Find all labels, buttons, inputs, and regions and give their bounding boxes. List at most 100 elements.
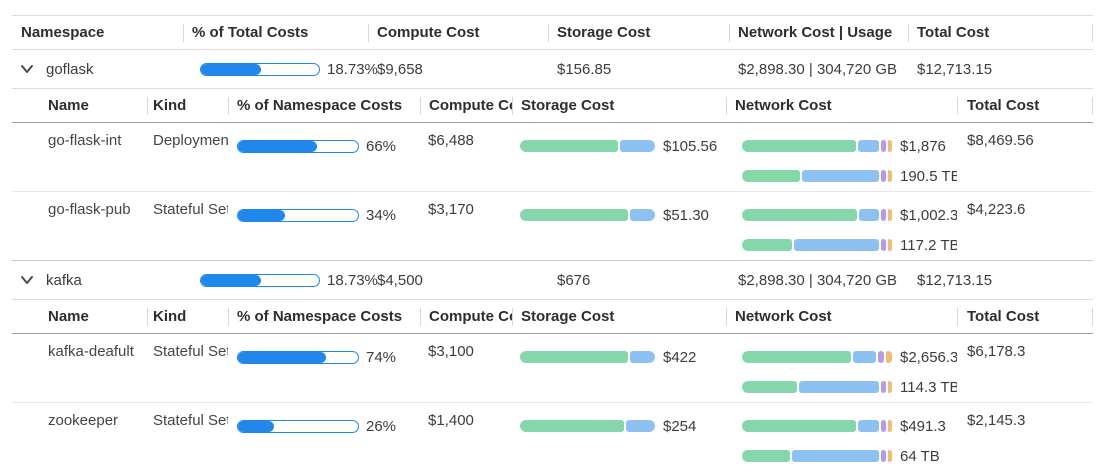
network-cost-bar	[742, 140, 892, 152]
storage-cost-segment	[520, 420, 624, 432]
workload-header-total: Total Cost	[957, 89, 1093, 122]
storage-cost-segment	[629, 209, 655, 221]
network-usage-line: 64 TB	[742, 441, 957, 471]
workload-compute-cost: $3,100	[428, 343, 474, 360]
network-usage-segment	[791, 450, 880, 462]
storage-cost-bar	[520, 140, 655, 152]
percent-progress-bar	[237, 419, 359, 433]
network-cost-segment	[886, 351, 893, 363]
workload-header-total-label: Total Cost	[967, 97, 1040, 114]
namespace-row[interactable]: kafka 18.73% $4,500 $676 $2,898.30 | 304,720…	[12, 261, 1093, 300]
column-divider	[1092, 23, 1093, 42]
storage-cost-segment	[520, 351, 628, 363]
network-usage-segment	[742, 239, 793, 251]
namespace-total-cost: $12,713.15	[917, 60, 993, 78]
namespace-row[interactable]: goflask 18.73% $9,658 $156.85 $2,898.30 | 30…	[12, 50, 1093, 89]
workload-header-kind-label: Kind	[153, 308, 187, 325]
percent-bar-group: 26%	[237, 418, 396, 435]
network-usage-segment	[881, 381, 886, 393]
workload-table-header: Name Kind % of Namespace Costs Compute Cost…	[12, 89, 1093, 123]
namespace-name: goflask	[46, 60, 94, 78]
workload-storage-cell: $254	[512, 403, 726, 471]
workload-storage-cell: $105.56	[512, 123, 726, 191]
storage-cost-line: $254	[520, 412, 726, 440]
percent-bar-group: 74%	[237, 349, 396, 366]
namespace-storage-cost: $156.85	[557, 60, 612, 78]
storage-cost-segment	[620, 140, 655, 152]
storage-cost-value: $105.56	[663, 137, 718, 155]
workload-pct-cell: 66%	[228, 123, 420, 191]
namespace-pct-cell: 18.73%	[183, 272, 378, 289]
storage-cost-value: $254	[663, 417, 697, 435]
workload-header-name: Name	[12, 89, 147, 122]
workload-header-compute: Compute Cost	[420, 89, 512, 122]
percent-bar-group: 66%	[237, 138, 396, 155]
cost-allocation-table: Namespace % of Total Costs Compute Cost …	[12, 15, 1093, 471]
workload-pct-line: 74%	[237, 343, 420, 371]
storage-cost-segment	[520, 209, 628, 221]
network-cost-segment	[881, 209, 886, 221]
chevron-down-icon[interactable]	[20, 275, 34, 285]
column-divider	[908, 23, 909, 42]
workload-kind: Stateful Set	[153, 412, 228, 429]
network-cost-segment	[887, 420, 892, 432]
header-storage-label: Storage Cost	[557, 24, 651, 41]
workload-name: zookeeper	[48, 412, 119, 429]
workload-row: kafka-deafult Stateful Set 74% $3,100 $422 $2…	[12, 334, 1093, 403]
workload-header-kind: Kind	[147, 89, 228, 122]
percent-label: 34%	[366, 206, 397, 224]
network-usage-value: 117.2 TB	[900, 236, 957, 254]
header-storage-cost: Storage Cost	[548, 16, 729, 49]
chevron-down-icon[interactable]	[20, 64, 34, 74]
storage-cost-line: $422	[520, 343, 726, 371]
workload-header-kind-label: Kind	[153, 97, 187, 114]
network-usage-value: 114.3 TB	[900, 378, 957, 396]
workload-storage-cell: $422	[512, 334, 726, 402]
workload-header-network: Network Cost	[726, 300, 957, 333]
namespace-name-cell: goflask	[12, 61, 183, 78]
workload-name: go-flask-int	[48, 132, 122, 149]
workload-header-network-label: Network Cost	[735, 308, 832, 325]
workload-kind: Stateful Set	[153, 343, 228, 360]
namespace-network-cost-usage: $2,898.30 | 304,720 GB	[738, 271, 898, 289]
network-usage-segment	[742, 381, 797, 393]
workload-compute-cost: $1,400	[428, 412, 474, 429]
column-divider	[183, 23, 184, 42]
workload-header-total: Total Cost	[957, 300, 1093, 333]
network-cost-value: $491.3	[900, 417, 946, 435]
workload-header-compute-label: Compute Cost	[429, 97, 512, 114]
network-cost-bar	[742, 209, 892, 221]
workload-pct-cell: 34%	[228, 192, 420, 260]
network-usage-line: 114.3 TB	[742, 372, 957, 402]
header-network-label: Network Cost | Usage	[738, 24, 893, 41]
workload-pct-line: 26%	[237, 412, 420, 440]
workload-header-pct: % of Namespace Costs	[228, 300, 420, 333]
percent-bar-group: 18.73%	[183, 61, 378, 78]
workload-kind: Deployment	[153, 132, 228, 149]
network-usage-segment	[887, 381, 892, 393]
table-body: goflask 18.73% $9,658 $156.85 $2,898.30 | 30…	[12, 50, 1093, 471]
namespace-compute-cost: $4,500	[377, 271, 423, 289]
percent-progress-fill	[238, 209, 285, 221]
percent-label: 18.73%	[327, 60, 378, 78]
storage-cost-bar	[520, 420, 655, 432]
workload-header-pct-label: % of Namespace Costs	[237, 97, 403, 114]
storage-cost-line: $105.56	[520, 132, 726, 160]
workload-pct-cell: 74%	[228, 334, 420, 402]
network-usage-segment	[742, 170, 800, 182]
column-divider	[228, 307, 229, 326]
network-cost-segment	[857, 420, 880, 432]
network-usage-line: 190.5 TB	[742, 161, 957, 191]
column-divider	[512, 96, 513, 115]
column-divider	[147, 96, 148, 115]
percent-progress-bar	[237, 139, 359, 153]
storage-cost-segment	[625, 420, 655, 432]
namespace-total-cost: $12,713.15	[917, 271, 993, 289]
storage-cost-value: $51.30	[663, 206, 709, 224]
namespace-name-cell: kafka	[12, 272, 183, 289]
column-divider	[147, 307, 148, 326]
workload-header-name-label: Name	[48, 308, 89, 325]
network-cost-value: $2,656.3	[900, 348, 957, 366]
network-usage-segment	[881, 170, 886, 182]
workload-network-cell: $491.3 64 TB	[726, 403, 957, 471]
